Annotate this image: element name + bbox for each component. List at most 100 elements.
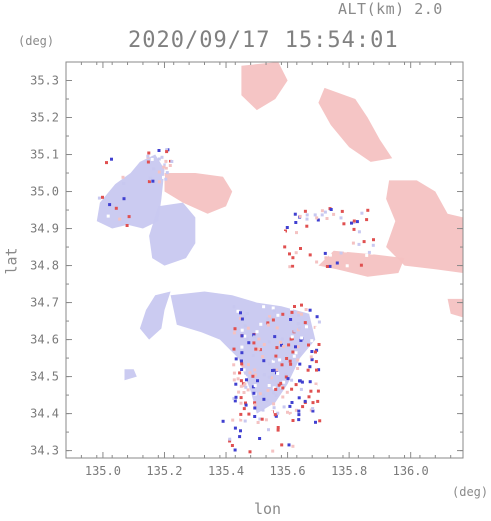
echo-speckle	[307, 395, 311, 399]
echo-speckle	[359, 263, 363, 267]
echo-speckle	[300, 336, 304, 340]
echo-speckle	[344, 249, 348, 253]
echo-speckle	[290, 413, 294, 417]
echo-speckle	[266, 388, 270, 392]
echo-speckle	[300, 380, 304, 384]
echo-speckle	[239, 412, 243, 416]
echo-speckle	[236, 377, 240, 381]
echo-speckle	[244, 376, 248, 380]
echo-speckle	[276, 313, 280, 317]
echo-speckle	[228, 439, 232, 443]
echo-speckle	[236, 309, 240, 313]
echo-speckle	[298, 362, 302, 366]
echo-speckle	[157, 157, 161, 161]
echo-speckle	[243, 324, 247, 328]
echo-speckle	[372, 238, 375, 242]
echo-speckle	[271, 306, 275, 310]
echo-speckle	[274, 393, 278, 397]
echo-speckle	[287, 443, 291, 447]
echo-speckle	[164, 177, 168, 181]
y-tick-label: 35.3	[30, 74, 59, 88]
echo-speckle	[286, 377, 290, 381]
echo-speckle	[314, 360, 318, 364]
echo-speckle	[313, 213, 317, 217]
echo-speckle	[262, 397, 266, 401]
echo-speckle	[316, 399, 320, 403]
echo-speckle	[146, 154, 150, 158]
echo-speckle	[271, 449, 275, 453]
echo-speckle	[365, 218, 369, 222]
echo-speckle	[251, 385, 255, 389]
echo-speckle	[122, 182, 126, 185]
echo-speckle	[297, 413, 301, 417]
echo-speckle	[240, 334, 244, 338]
x-axis-ticks: 135.0 135.2 135.4 135.6 135.8 136.0	[65, 62, 452, 478]
echo-speckle	[305, 325, 308, 329]
echo-speckle	[240, 351, 244, 355]
echo-speckle	[271, 359, 275, 363]
echo-speckle	[97, 196, 101, 200]
echo-speckle	[315, 368, 318, 372]
echo-speckle	[317, 320, 321, 324]
echo-speckle	[258, 417, 262, 421]
echo-speckle	[371, 243, 375, 247]
echo-speckle	[147, 180, 151, 184]
echo-speckle	[243, 419, 247, 423]
echo-speckle	[270, 376, 274, 380]
timestamp-title: 2020/09/17 15:54:01	[128, 28, 399, 53]
echo-speckle	[315, 326, 319, 330]
echo-speckle	[242, 368, 246, 372]
echo-speckle	[296, 345, 300, 349]
echo-speckle	[290, 335, 294, 339]
echo-speckle	[305, 213, 309, 217]
echo-speckle	[275, 326, 279, 330]
echo-speckle	[290, 401, 294, 404]
echo-speckle	[164, 159, 168, 163]
echo-speckle	[316, 389, 320, 393]
y-tick-label: 35.0	[30, 185, 59, 199]
echo-speckle	[303, 209, 307, 213]
echo-speckle	[299, 387, 303, 391]
echo-speckle	[285, 226, 289, 229]
echo-region-receding	[164, 173, 233, 214]
echo-speckle	[355, 220, 359, 224]
echo-speckle	[323, 210, 327, 214]
echo-speckle	[294, 408, 298, 412]
echo-speckle	[252, 391, 256, 395]
echo-speckle	[264, 418, 268, 422]
echo-speckle	[267, 340, 271, 344]
echo-speckle	[272, 402, 276, 406]
echo-speckle	[317, 345, 321, 349]
echo-speckle	[281, 399, 284, 403]
echo-speckle	[233, 399, 237, 403]
echo-region-approaching	[139, 291, 171, 340]
echo-speckle	[240, 416, 244, 419]
echo-speckle	[293, 329, 297, 333]
echo-speckle	[114, 206, 118, 210]
echo-speckle	[323, 251, 327, 255]
echo-speckle	[261, 393, 265, 397]
echo-speckle	[246, 388, 250, 392]
echo-speckle	[351, 241, 355, 245]
echo-speckle	[240, 328, 244, 332]
echo-speckle	[332, 212, 336, 216]
echo-speckle	[270, 410, 274, 414]
echo-speckle	[308, 253, 312, 257]
echo-speckle	[160, 155, 164, 159]
echo-speckle	[279, 340, 282, 344]
echo-speckle	[282, 405, 286, 409]
echo-speckle	[267, 375, 271, 379]
echo-speckle	[240, 368, 244, 371]
echo-speckle	[228, 424, 231, 428]
echo-speckle	[228, 437, 232, 441]
echo-speckle	[290, 310, 294, 314]
echo-speckle	[106, 214, 110, 218]
echo-speckle	[307, 343, 310, 347]
echo-speckle	[345, 264, 349, 268]
echo-speckle	[276, 428, 280, 432]
x-tick-label: 135.4	[208, 464, 244, 478]
echo-speckle	[291, 264, 295, 268]
echo-speckle	[242, 314, 246, 318]
echo-region-receding	[241, 62, 288, 111]
